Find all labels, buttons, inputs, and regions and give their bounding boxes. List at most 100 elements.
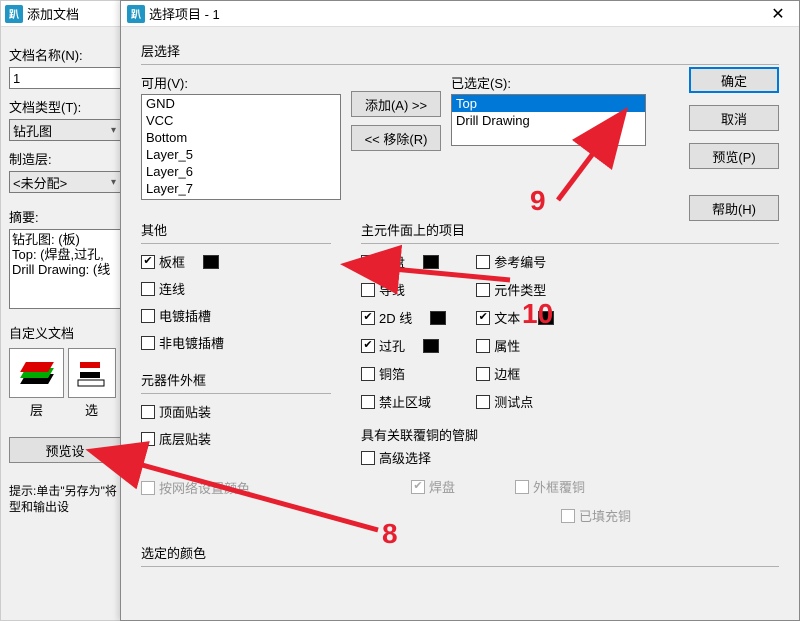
add-button[interactable]: 添加(A) >>: [351, 91, 441, 117]
layer-stack-button[interactable]: [9, 348, 64, 398]
summary-label: 摘要:: [9, 207, 121, 226]
main-item-checkbox[interactable]: [361, 367, 375, 381]
other-check-label: 非电镀插槽: [159, 333, 224, 352]
main-item-label: 边框: [494, 364, 520, 383]
other-check-row: 非电镀插槽: [141, 333, 331, 352]
layer-btn-label: 层: [9, 400, 64, 419]
main-item-label: 禁止区域: [379, 392, 431, 411]
doc-name-input[interactable]: [9, 67, 121, 89]
compout-check-checkbox[interactable]: [141, 432, 155, 446]
comp-outline-checks: 顶面贴装底层贴装: [141, 402, 331, 448]
main-item-label: 元件类型: [494, 280, 546, 299]
main-item-row: 测试点: [476, 392, 554, 411]
compout-check-row: 底层贴装: [141, 429, 331, 448]
preview-settings-button[interactable]: 预览设: [9, 437, 121, 463]
main-item-swatch[interactable]: [423, 339, 439, 353]
main-item-label: 文本: [494, 308, 520, 327]
main-item-row: 焊盘: [361, 252, 446, 271]
main-item-label: 属性: [494, 336, 520, 355]
main-item-label: 2D 线: [379, 308, 412, 327]
assoc-copper-label: 具有关联覆铜的管脚: [361, 425, 779, 444]
preview-button[interactable]: 预览(P): [689, 143, 779, 169]
opt-btn-label: 选: [64, 400, 119, 419]
dialog-titlebar: 趴 选择项目 - 1 ✕: [121, 1, 799, 27]
selected-label: 已选定(S):: [451, 73, 646, 92]
add-document-panel: 趴 添加文档 文档名称(N): 文档类型(T): 钻孔图 制造层: <未分配> …: [0, 0, 130, 621]
app-icon: 趴: [5, 5, 23, 23]
cancel-button[interactable]: 取消: [689, 105, 779, 131]
main-item-checkbox[interactable]: [476, 311, 490, 325]
main-item-checkbox[interactable]: [476, 367, 490, 381]
layer-select-label: 层选择: [141, 41, 779, 60]
help-button[interactable]: 帮助(H): [689, 195, 779, 221]
other-check-label: 电镀插槽: [159, 306, 211, 325]
main-item-row: 铜箔: [361, 364, 446, 383]
left-titlebar: 趴 添加文档: [1, 1, 129, 27]
main-item-swatch[interactable]: [423, 255, 439, 269]
other-check-checkbox[interactable]: [141, 336, 155, 350]
main-item-label: 铜箔: [379, 364, 405, 383]
other-check-swatch[interactable]: [203, 255, 219, 269]
main-item-checkbox[interactable]: [476, 395, 490, 409]
ok-button[interactable]: 确定: [689, 67, 779, 93]
other-check-checkbox[interactable]: [141, 309, 155, 323]
main-item-checkbox[interactable]: [361, 339, 375, 353]
main-item-checkbox[interactable]: [361, 311, 375, 325]
comp-outline-label: 元器件外框: [141, 370, 331, 389]
color-by-net-checkbox: [141, 481, 155, 495]
main-item-label: 导线: [379, 280, 405, 299]
doc-type-combo[interactable]: 钻孔图: [9, 119, 121, 141]
other-check-row: 电镀插槽: [141, 306, 331, 325]
doc-type-label: 文档类型(T):: [9, 97, 121, 116]
other-check-row: 板框: [141, 252, 331, 271]
layer-stack-icon: [17, 358, 57, 388]
main-items-col1: 焊盘导线 2D 线过孔铜箔禁止区域: [361, 252, 446, 411]
main-item-row: 属性: [476, 336, 554, 355]
pad-disabled-checkbox: [411, 480, 425, 494]
main-item-checkbox[interactable]: [476, 283, 490, 297]
main-item-checkbox[interactable]: [361, 395, 375, 409]
compout-check-label: 底层贴装: [159, 429, 211, 448]
compout-check-checkbox[interactable]: [141, 405, 155, 419]
remove-button[interactable]: << 移除(R): [351, 125, 441, 151]
custom-doc-label: 自定义文档: [9, 323, 121, 342]
hint-text: 提示:单击"另存为"将型和输出设: [9, 483, 121, 515]
other-check-checkbox[interactable]: [141, 282, 155, 296]
main-item-row: 文本: [476, 308, 554, 327]
main-item-label: 测试点: [494, 392, 533, 411]
main-item-swatch[interactable]: [430, 311, 446, 325]
outline-copper-checkbox: [515, 480, 529, 494]
other-check-checkbox[interactable]: [141, 255, 155, 269]
selected-listbox[interactable]: Top Drill Drawing: [451, 94, 646, 146]
main-item-checkbox[interactable]: [361, 255, 375, 269]
other-checks: 板框连线电镀插槽非电镀插槽: [141, 252, 331, 352]
fab-layer-label: 制造层:: [9, 149, 121, 168]
color-by-net-label: 按网络设置颜色: [159, 478, 250, 497]
main-item-row: 边框: [476, 364, 554, 383]
dialog-app-icon: 趴: [127, 5, 145, 23]
fab-layer-combo[interactable]: <未分配>: [9, 171, 121, 193]
option-icon: [76, 358, 108, 388]
summary-box: 钻孔图: (板) Top: (焊盘,过孔, Drill Drawing: (线: [9, 229, 121, 309]
compout-check-label: 顶面贴装: [159, 402, 211, 421]
close-button[interactable]: ✕: [763, 4, 793, 24]
other-label: 其他: [141, 220, 331, 239]
main-items-col2: 参考编号元件类型文本属性边框测试点: [476, 252, 554, 411]
main-item-label: 焊盘: [379, 252, 405, 271]
available-listbox[interactable]: GND VCC Bottom Layer_5 Layer_6 Layer_7: [141, 94, 341, 200]
filled-copper-checkbox: [561, 509, 575, 523]
left-title: 添加文档: [27, 4, 79, 23]
main-item-checkbox[interactable]: [476, 255, 490, 269]
main-item-swatch[interactable]: [538, 311, 554, 325]
main-item-checkbox[interactable]: [361, 283, 375, 297]
advanced-select-checkbox[interactable]: [361, 451, 375, 465]
main-item-label: 过孔: [379, 336, 405, 355]
option-button[interactable]: [68, 348, 116, 398]
dialog-title: 选择项目 - 1: [149, 4, 220, 23]
main-item-row: 参考编号: [476, 252, 554, 271]
main-items-label: 主元件面上的项目: [361, 220, 779, 239]
main-item-row: 2D 线: [361, 308, 446, 327]
main-item-row: 禁止区域: [361, 392, 446, 411]
main-item-checkbox[interactable]: [476, 339, 490, 353]
select-items-dialog: 趴 选择项目 - 1 ✕ 层选择 可用(V): GND VCC Bottom L…: [120, 0, 800, 621]
